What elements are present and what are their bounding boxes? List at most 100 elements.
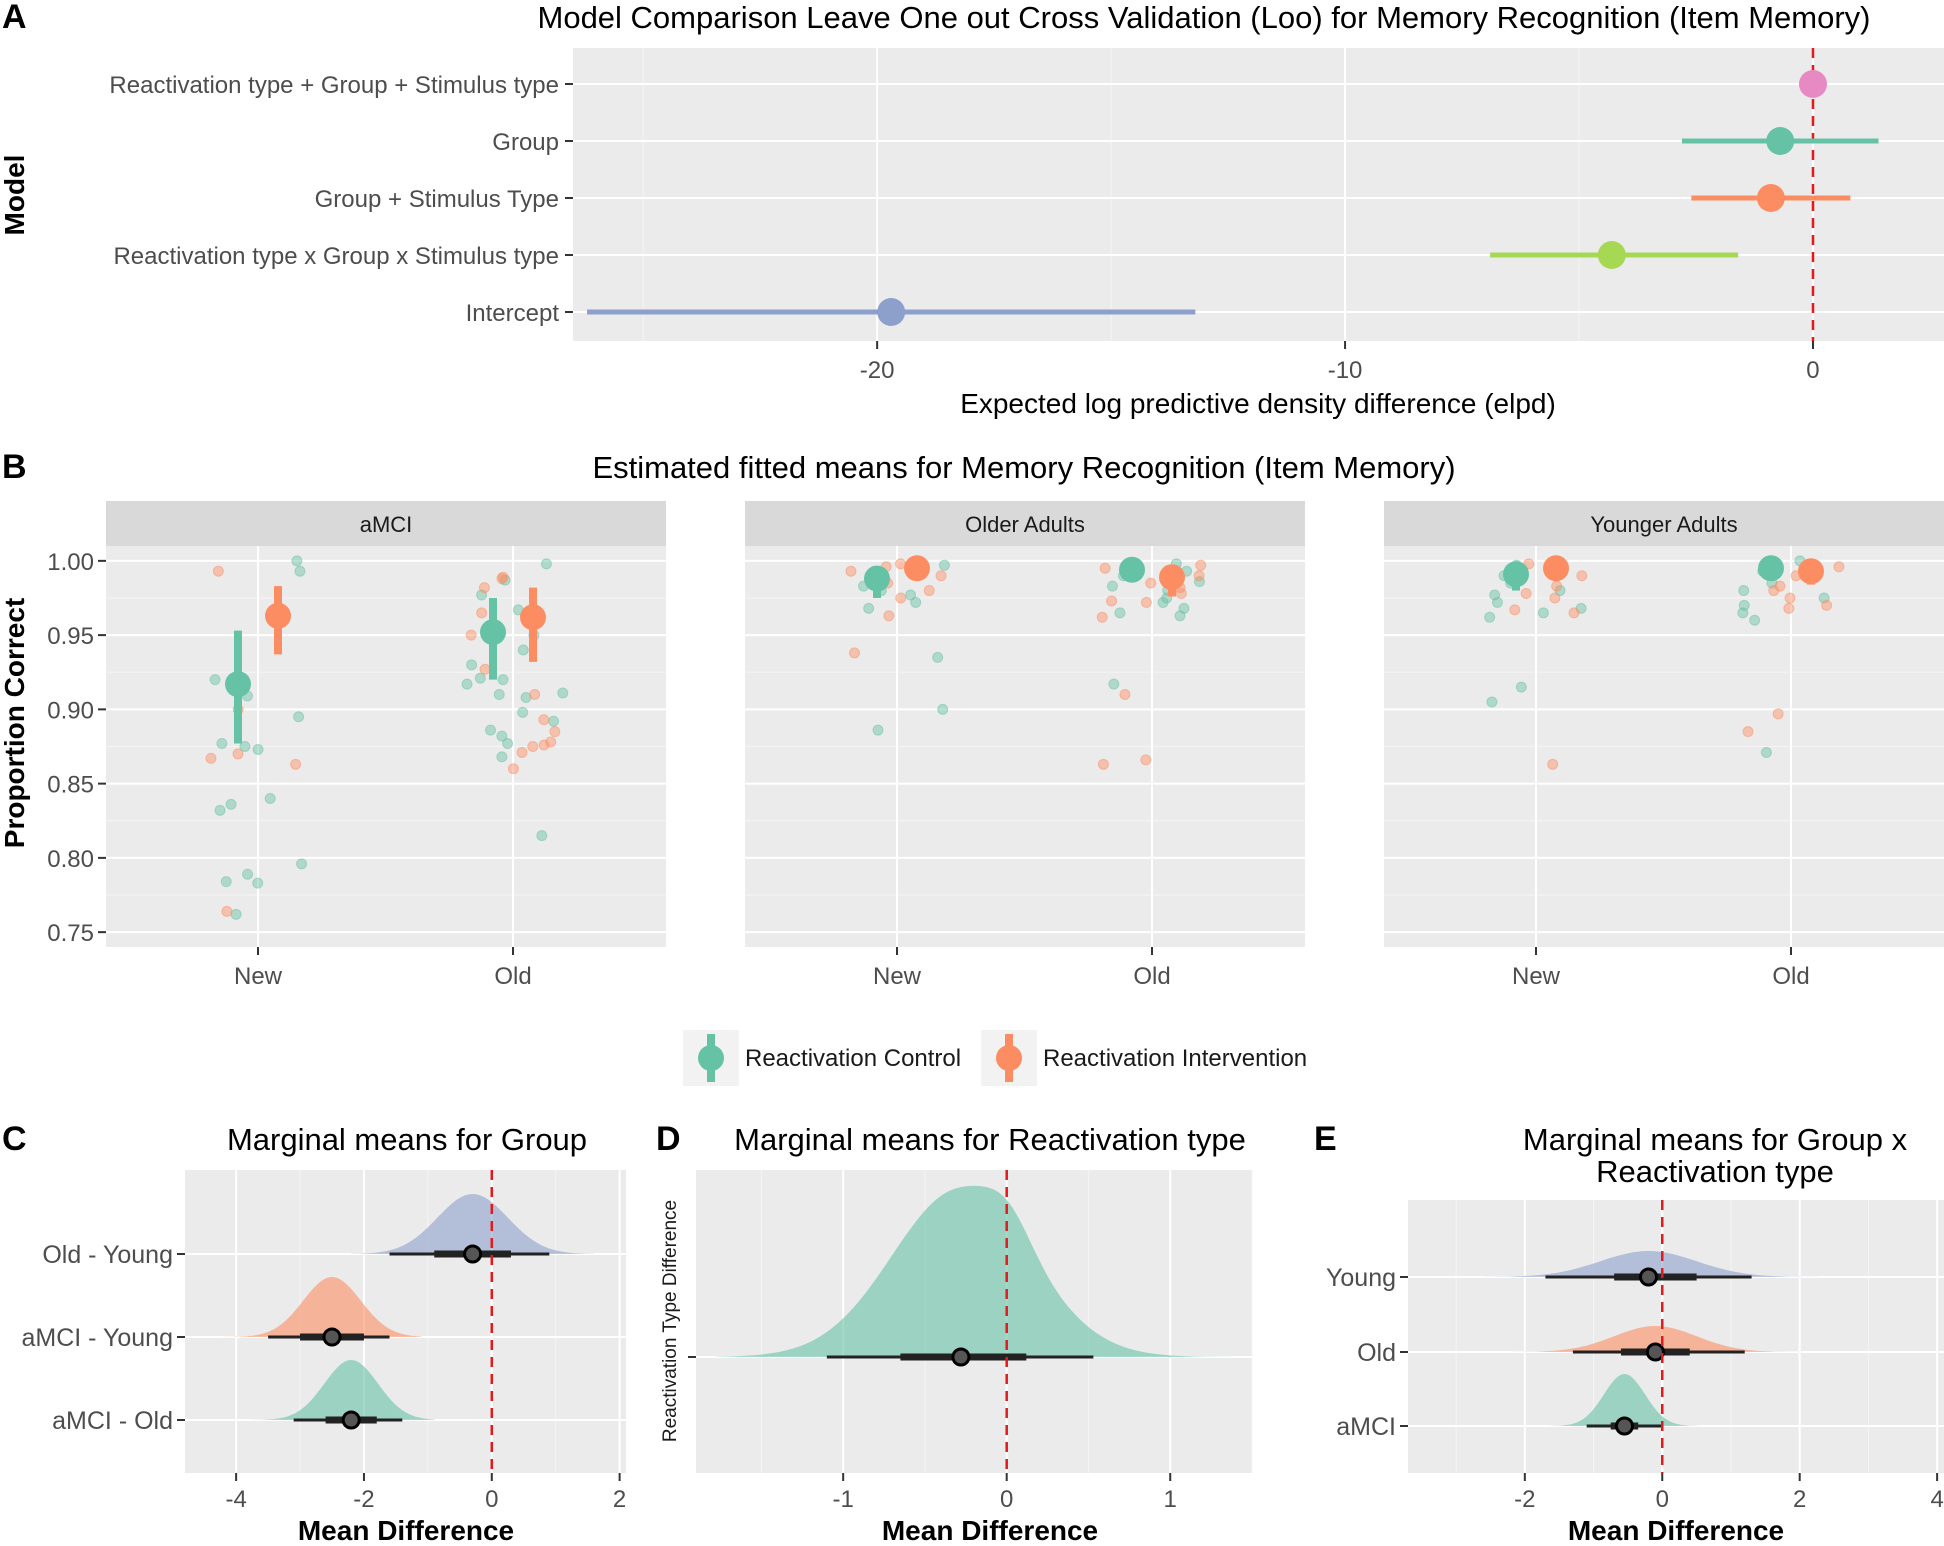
panel-a-letter: A xyxy=(2,0,27,36)
panel-c-x-tick-label: -4 xyxy=(225,1486,246,1513)
panel-c-median-amci-young xyxy=(322,1327,342,1347)
panel-d-density-main xyxy=(715,1185,1233,1357)
panel-c-density-amci-young xyxy=(216,1277,422,1337)
facet-strip-label-amci: aMCI xyxy=(360,512,413,537)
raw-point-amci-reactivation-intervention xyxy=(545,736,557,748)
raw-point-amci-reactivation-intervention xyxy=(205,752,217,764)
raw-point-younger-adults-reactivation-intervention xyxy=(1547,758,1559,770)
panel-c-density-amci-old xyxy=(248,1360,435,1420)
raw-point-younger-adults-reactivation-control xyxy=(1491,596,1503,608)
panel-d-x-title: Mean Difference xyxy=(882,1515,1098,1541)
raw-point-amci-reactivation-control xyxy=(230,908,242,920)
raw-point-younger-adults-reactivation-intervention xyxy=(1549,592,1561,604)
raw-point-amci-reactivation-control xyxy=(214,804,226,816)
panel-a-y-tick-label: Group + Stimulus Type xyxy=(315,186,559,213)
panel-a-x-ticks: -20 -10 0 xyxy=(860,341,1820,384)
panel-a-y-tick-label: Reactivation type x Group x Stimulus typ… xyxy=(113,243,559,270)
raw-point-older-adults-reactivation-control xyxy=(1108,678,1120,690)
raw-point-amci-reactivation-control xyxy=(474,672,486,684)
raw-point-older-adults-reactivation-intervention xyxy=(1175,588,1187,600)
raw-point-older-adults-reactivation-control xyxy=(937,703,949,715)
panel-c-density-old-young xyxy=(351,1194,595,1254)
raw-point-older-adults-reactivation-intervention xyxy=(1145,577,1157,589)
panel-d-x-tick-label: -1 xyxy=(833,1486,854,1513)
raw-point-older-adults-reactivation-intervention xyxy=(1193,570,1205,582)
raw-point-older-adults-reactivation-intervention xyxy=(883,610,895,622)
panel-a-y-tick-label: Reactivation type + Group + Stimulus typ… xyxy=(109,72,559,99)
facet-x-tick-label-new: New xyxy=(234,963,283,990)
mean-point-older-adults-old-reactivation-control xyxy=(1119,556,1145,583)
panel-e-x-title: Mean Difference xyxy=(1568,1515,1784,1541)
raw-point-amci-reactivation-control xyxy=(466,659,478,671)
raw-point-amci-reactivation-control xyxy=(557,687,569,699)
panel-c-x-title: Mean Difference xyxy=(298,1515,514,1541)
raw-point-older-adults-reactivation-intervention xyxy=(1096,611,1108,623)
raw-point-older-adults-reactivation-intervention xyxy=(845,565,857,577)
raw-point-amci-reactivation-control xyxy=(252,877,264,889)
panel-e-y-tick-label-young: Young xyxy=(1326,1264,1396,1292)
raw-point-amci-reactivation-control xyxy=(296,858,308,870)
facet-x-tick-label-old: Old xyxy=(494,963,531,990)
raw-point-older-adults-reactivation-control xyxy=(863,602,875,614)
panel-e-median-amci xyxy=(1614,1416,1634,1436)
raw-point-amci-reactivation-control xyxy=(216,738,228,750)
raw-point-amci-reactivation-intervention xyxy=(527,741,539,752)
facet-x-tick-label-new: New xyxy=(1512,963,1561,990)
raw-point-older-adults-reactivation-intervention xyxy=(1106,595,1118,607)
raw-point-amci-reactivation-intervention xyxy=(549,726,561,738)
panel-c-y-tick-label-amci-young: aMCI - Young xyxy=(22,1324,174,1352)
raw-point-younger-adults-reactivation-intervention xyxy=(1568,607,1580,619)
panel-d: D Marginal means for Reactivation type -… xyxy=(656,1120,1253,1546)
panel-e-median-young xyxy=(1639,1267,1659,1287)
panel-a-point-reactivation-type-group-stimulus-type xyxy=(1798,70,1827,98)
raw-point-younger-adults-reactivation-intervention xyxy=(1772,708,1784,720)
panel-b-y-tick-label: 0.95 xyxy=(47,623,94,650)
raw-point-younger-adults-reactivation-intervention xyxy=(1821,599,1833,611)
legend-label-intervention: Reactivation Intervention xyxy=(1043,1045,1307,1072)
raw-point-older-adults-reactivation-intervention xyxy=(1099,562,1111,574)
panel-c: C Marginal means for Group Old - Young aM… xyxy=(2,1120,626,1546)
panel-b-y-tick-label: 0.85 xyxy=(47,772,94,799)
raw-point-amci-reactivation-intervention xyxy=(476,607,488,619)
raw-point-older-adults-reactivation-intervention xyxy=(1140,596,1152,608)
facet-strip-younger-adults xyxy=(1384,501,1944,546)
raw-point-amci-reactivation-control xyxy=(209,674,221,686)
panel-c-y-tick-label-old-young: Old - Young xyxy=(42,1241,173,1269)
raw-point-older-adults-reactivation-intervention xyxy=(923,585,935,597)
raw-point-younger-adults-reactivation-control xyxy=(1515,681,1527,693)
facet-strip-older-adults xyxy=(745,501,1305,546)
panel-b-y-ticks: 0.75 0.80 0.85 0.90 0.95 1.00 xyxy=(47,549,106,947)
panel-c-letter: C xyxy=(2,1120,27,1158)
mean-point-older-adults-old-reactivation-intervention xyxy=(1159,564,1185,591)
raw-point-amci-reactivation-control xyxy=(461,678,473,690)
panel-c-x-tick-label: -2 xyxy=(353,1486,374,1513)
facet-strip-label-older-adults: Older Adults xyxy=(965,512,1085,537)
raw-point-younger-adults-reactivation-control xyxy=(1537,607,1549,619)
mean-point-younger-adults-new-reactivation-control xyxy=(1503,561,1529,588)
raw-point-younger-adults-reactivation-control xyxy=(1486,696,1498,708)
raw-point-younger-adults-reactivation-control xyxy=(1749,614,1761,626)
panel-b-legend: Reactivation Control Reactivation Interv… xyxy=(683,1030,1307,1086)
raw-point-amci-reactivation-control xyxy=(548,715,560,727)
panel-e-x-tick-label: 4 xyxy=(1930,1486,1943,1513)
panel-e-title-line2: Reactivation type xyxy=(1596,1154,1834,1189)
raw-point-younger-adults-reactivation-intervention xyxy=(1833,561,1845,573)
mean-point-older-adults-new-reactivation-control xyxy=(864,565,890,592)
panel-d-letter: D xyxy=(656,1120,681,1158)
raw-point-amci-reactivation-intervention xyxy=(516,746,528,758)
panel-b-y-tick-label: 0.80 xyxy=(47,846,94,873)
panel-e: E Marginal means for Group x Reactivatio… xyxy=(1314,1120,1944,1546)
panel-b-y-tick-label: 1.00 xyxy=(47,549,94,576)
panel-e-density-young xyxy=(1483,1251,1835,1277)
panel-d-y-title: Reactivation Type Difference xyxy=(660,1200,681,1442)
raw-point-amci-reactivation-control xyxy=(293,711,305,723)
raw-point-older-adults-reactivation-control xyxy=(938,559,950,571)
facet-x-tick-label-old: Old xyxy=(1133,963,1170,990)
raw-point-amci-reactivation-intervention xyxy=(538,714,550,726)
facet-x-tick-label-old: Old xyxy=(1772,963,1809,990)
panel-e-density-old xyxy=(1511,1326,1807,1352)
raw-point-older-adults-reactivation-control xyxy=(1193,576,1205,588)
panel-e-x-tick-label: 2 xyxy=(1793,1486,1806,1513)
raw-point-younger-adults-reactivation-control xyxy=(1737,607,1749,619)
